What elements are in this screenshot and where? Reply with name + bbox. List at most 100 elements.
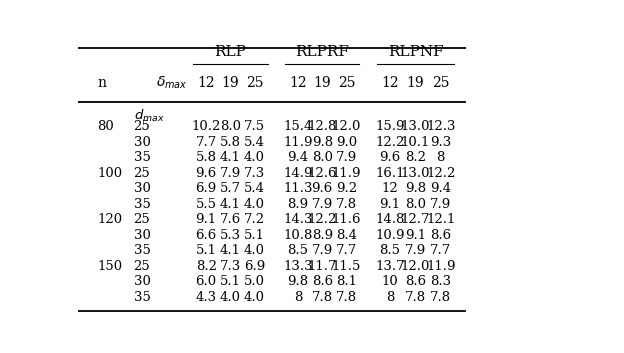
Text: 4.0: 4.0 xyxy=(244,244,265,257)
Text: 12.3: 12.3 xyxy=(426,120,456,133)
Text: 25: 25 xyxy=(246,76,263,90)
Text: 19: 19 xyxy=(407,76,424,90)
Text: 12.1: 12.1 xyxy=(426,213,456,226)
Text: 12: 12 xyxy=(381,76,399,90)
Text: 12: 12 xyxy=(290,76,307,90)
Text: 10.8: 10.8 xyxy=(283,229,313,241)
Text: 7.9: 7.9 xyxy=(405,244,426,257)
Text: 5.8: 5.8 xyxy=(196,151,217,164)
Text: n: n xyxy=(97,76,106,90)
Text: 7.5: 7.5 xyxy=(244,120,265,133)
Text: 11.9: 11.9 xyxy=(283,136,313,149)
Text: 120: 120 xyxy=(97,213,122,226)
Text: 35: 35 xyxy=(134,151,150,164)
Text: 8: 8 xyxy=(386,291,394,304)
Text: 4.0: 4.0 xyxy=(244,291,265,304)
Text: 7.7: 7.7 xyxy=(336,244,357,257)
Text: 12.2: 12.2 xyxy=(308,213,337,226)
Text: 5.3: 5.3 xyxy=(220,229,241,241)
Text: 7.7: 7.7 xyxy=(195,136,217,149)
Text: 7.8: 7.8 xyxy=(430,291,451,304)
Text: 5.1: 5.1 xyxy=(220,275,241,288)
Text: 10: 10 xyxy=(381,275,398,288)
Text: 25: 25 xyxy=(134,167,150,180)
Text: 13.7: 13.7 xyxy=(375,259,405,273)
Text: 9.3: 9.3 xyxy=(430,136,451,149)
Text: 25: 25 xyxy=(134,259,150,273)
Text: 35: 35 xyxy=(134,244,150,257)
Text: 8.0: 8.0 xyxy=(405,198,426,211)
Text: 7.7: 7.7 xyxy=(430,244,451,257)
Text: 8.9: 8.9 xyxy=(288,198,309,211)
Text: 30: 30 xyxy=(134,229,150,241)
Text: 25: 25 xyxy=(338,76,355,90)
Text: 4.1: 4.1 xyxy=(220,244,241,257)
Text: $d_{max}$: $d_{max}$ xyxy=(134,108,164,124)
Text: 16.1: 16.1 xyxy=(375,167,405,180)
Text: 150: 150 xyxy=(97,259,122,273)
Text: 9.8: 9.8 xyxy=(311,136,333,149)
Text: 7.8: 7.8 xyxy=(336,291,357,304)
Text: 35: 35 xyxy=(134,291,150,304)
Text: 19: 19 xyxy=(313,76,331,90)
Text: 4.3: 4.3 xyxy=(195,291,217,304)
Text: 5.4: 5.4 xyxy=(244,136,265,149)
Text: 10.1: 10.1 xyxy=(401,136,430,149)
Text: 12: 12 xyxy=(197,76,215,90)
Text: 8.0: 8.0 xyxy=(312,151,333,164)
Text: 5.1: 5.1 xyxy=(196,244,217,257)
Text: 13.0: 13.0 xyxy=(401,120,431,133)
Text: 8.9: 8.9 xyxy=(311,229,333,241)
Text: 11.7: 11.7 xyxy=(308,259,337,273)
Text: 11.5: 11.5 xyxy=(332,259,361,273)
Text: 7.9: 7.9 xyxy=(311,244,333,257)
Text: 11.6: 11.6 xyxy=(331,213,361,226)
Text: 6.6: 6.6 xyxy=(195,229,217,241)
Text: 8.5: 8.5 xyxy=(379,244,401,257)
Text: 9.2: 9.2 xyxy=(336,182,357,195)
Text: 5.1: 5.1 xyxy=(244,229,265,241)
Text: 7.8: 7.8 xyxy=(405,291,426,304)
Text: 80: 80 xyxy=(97,120,114,133)
Text: 5.4: 5.4 xyxy=(244,182,265,195)
Text: 9.1: 9.1 xyxy=(195,213,217,226)
Text: 12.6: 12.6 xyxy=(308,167,337,180)
Text: 8.6: 8.6 xyxy=(311,275,333,288)
Text: 25: 25 xyxy=(134,120,150,133)
Text: 15.4: 15.4 xyxy=(283,120,313,133)
Text: 9.8: 9.8 xyxy=(405,182,426,195)
Text: 12.0: 12.0 xyxy=(332,120,361,133)
Text: 12.8: 12.8 xyxy=(308,120,337,133)
Text: 11.9: 11.9 xyxy=(426,259,456,273)
Text: 4.1: 4.1 xyxy=(220,151,241,164)
Text: 8: 8 xyxy=(437,151,445,164)
Text: RLP: RLP xyxy=(215,45,246,59)
Text: 19: 19 xyxy=(222,76,239,90)
Text: 9.1: 9.1 xyxy=(405,229,426,241)
Text: 8.6: 8.6 xyxy=(405,275,426,288)
Text: $\delta_{max}$: $\delta_{max}$ xyxy=(157,75,188,91)
Text: RLPRF: RLPRF xyxy=(295,45,349,59)
Text: 7.9: 7.9 xyxy=(311,198,333,211)
Text: 10.9: 10.9 xyxy=(375,229,405,241)
Text: 12.2: 12.2 xyxy=(375,136,404,149)
Text: 8: 8 xyxy=(294,291,302,304)
Text: 9.0: 9.0 xyxy=(336,136,357,149)
Text: 25: 25 xyxy=(134,213,150,226)
Text: 5.7: 5.7 xyxy=(220,182,241,195)
Text: 8.3: 8.3 xyxy=(430,275,451,288)
Text: 9.1: 9.1 xyxy=(379,198,401,211)
Text: 30: 30 xyxy=(134,136,150,149)
Text: 4.1: 4.1 xyxy=(220,198,241,211)
Text: 7.9: 7.9 xyxy=(220,167,241,180)
Text: 7.8: 7.8 xyxy=(311,291,333,304)
Text: 6.0: 6.0 xyxy=(195,275,217,288)
Text: 5.5: 5.5 xyxy=(196,198,217,211)
Text: 7.9: 7.9 xyxy=(336,151,357,164)
Text: 13.0: 13.0 xyxy=(401,167,431,180)
Text: 35: 35 xyxy=(134,198,150,211)
Text: 7.3: 7.3 xyxy=(220,259,241,273)
Text: 14.9: 14.9 xyxy=(283,167,313,180)
Text: 8.6: 8.6 xyxy=(430,229,451,241)
Text: 8.4: 8.4 xyxy=(336,229,357,241)
